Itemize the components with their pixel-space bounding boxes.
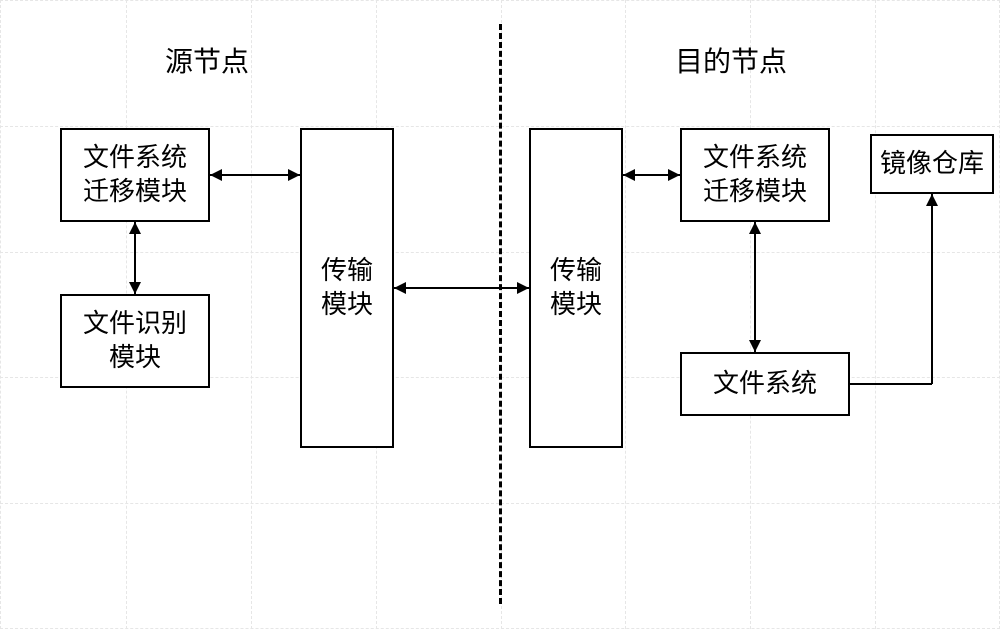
dst-mirror-box: 镜像仓库: [870, 134, 994, 194]
dst-filesystem-label: 文件系统: [713, 367, 817, 401]
dst-transfer-label: 传输模块: [550, 254, 602, 322]
center-divider: [499, 24, 502, 604]
src-file-rec-label: 文件识别模块: [83, 307, 187, 375]
source-node-title: 源节点: [165, 40, 249, 80]
src-transfer-box: 传输模块: [300, 128, 394, 448]
src-fs-migrate-label: 文件系统迁移模块: [83, 141, 187, 209]
dst-fs-migrate-label: 文件系统迁移模块: [703, 141, 807, 209]
dst-mirror-label: 镜像仓库: [880, 147, 984, 181]
src-file-rec-box: 文件识别模块: [60, 294, 210, 388]
src-transfer-label: 传输模块: [321, 254, 373, 322]
dst-fs-migrate-box: 文件系统迁移模块: [680, 128, 830, 222]
dst-filesystem-box: 文件系统: [680, 352, 850, 416]
dest-node-title: 目的节点: [675, 40, 787, 80]
diagram-canvas: 源节点 目的节点 文件系统迁移模块 文件识别模块 传输模块 传输模块 文件系统迁…: [0, 0, 1000, 629]
dst-transfer-box: 传输模块: [529, 128, 623, 448]
src-fs-migrate-box: 文件系统迁移模块: [60, 128, 210, 222]
